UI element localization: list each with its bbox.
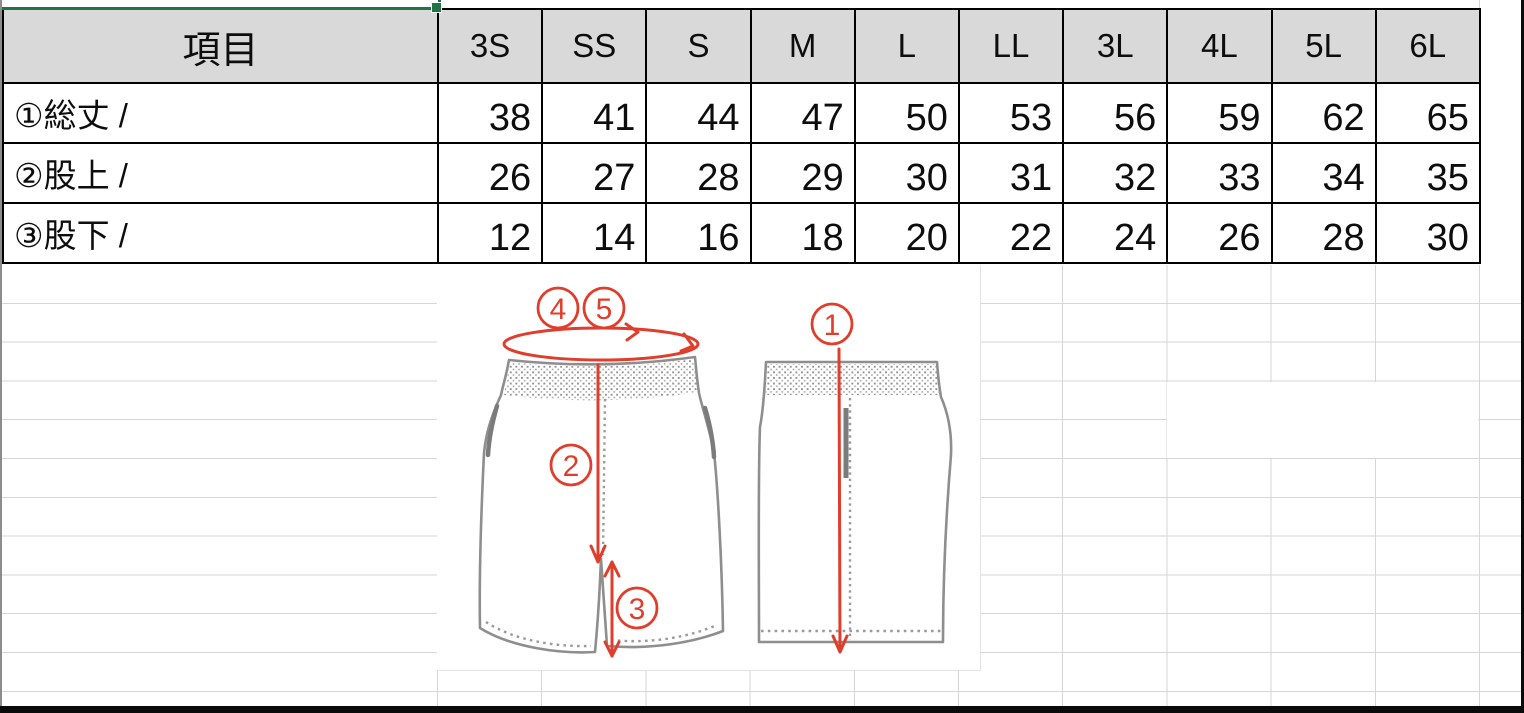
side-body-outline	[757, 360, 953, 644]
size-value-cell[interactable]: 20	[853, 202, 960, 264]
table-row-total-length: ①総丈 / 38 41 44 47 50 53 56 59 62 65	[2, 82, 1481, 144]
annotation-number-1: 1	[824, 309, 841, 342]
size-value-cell[interactable]: 62	[1270, 82, 1377, 144]
sheet-left-edge	[0, 0, 2, 713]
size-value-cell[interactable]: 41	[541, 82, 648, 144]
size-value-cell[interactable]: 34	[1270, 142, 1377, 204]
measurement-label-cell[interactable]: ③股下 /	[2, 202, 439, 264]
size-value-cell[interactable]: 30	[1374, 202, 1481, 264]
side-length-measure-arrow	[837, 347, 842, 653]
size-value-cell[interactable]: 27	[541, 142, 648, 204]
size-value-cell[interactable]: 56	[1062, 82, 1169, 144]
size-value-cell[interactable]: 24	[1062, 202, 1169, 264]
side-waistband-texture	[763, 364, 940, 395]
size-value-cell[interactable]: 33	[1166, 142, 1273, 204]
table-row-rise: ②股上 / 26 27 28 29 30 31 32 33 34 35	[2, 142, 1481, 204]
size-column-header-m[interactable]: M	[749, 8, 856, 84]
measurement-label-cell[interactable]: ①総丈 /	[2, 82, 439, 144]
waist-arrow-head-top	[624, 322, 640, 342]
size-value-cell[interactable]: 59	[1166, 82, 1273, 144]
size-column-header-4l[interactable]: 4L	[1166, 8, 1273, 84]
waist-circumference-arrow	[502, 326, 700, 362]
size-value-cell[interactable]: 50	[853, 82, 960, 144]
annotation-number-3: 3	[629, 593, 646, 626]
sheet-bottom-edge	[0, 706, 1524, 713]
table-row-inseam: ③股下 / 12 14 16 18 20 22 24 26 28 30	[2, 202, 1481, 264]
size-column-header-ll[interactable]: LL	[957, 8, 1065, 84]
size-value-cell[interactable]: 12	[436, 202, 544, 264]
size-column-header-6l[interactable]: 6L	[1374, 8, 1481, 84]
size-value-cell[interactable]: 29	[749, 142, 856, 204]
size-value-cell[interactable]: 32	[1062, 142, 1169, 204]
shorts-measurement-drawing: 4 5 2 3 1	[478, 286, 953, 658]
size-value-cell[interactable]: 38	[436, 82, 544, 144]
size-value-cell[interactable]: 18	[749, 202, 856, 264]
shorts-side-drawing	[757, 360, 953, 644]
front-body-outline	[478, 355, 725, 654]
size-column-header-3s[interactable]: 3S	[436, 8, 544, 84]
item-header-cell[interactable]: 項目	[2, 8, 439, 84]
annotation-number-4: 4	[550, 293, 567, 326]
size-table: 項目 3S SS S M L LL 3L 4L 5L 6L ①総丈 / 38 4…	[2, 8, 1481, 264]
size-diagram-image[interactable]: 4 5 2 3 1	[437, 265, 981, 671]
size-column-header-5l[interactable]: 5L	[1270, 8, 1377, 84]
size-value-cell[interactable]: 16	[645, 202, 752, 264]
measurement-label-cell[interactable]: ②股上 /	[2, 142, 439, 204]
selection-fill-handle[interactable]	[431, 2, 442, 13]
sheet-right-edge	[1521, 0, 1524, 713]
selection-box[interactable]	[0, 0, 441, 10]
size-value-cell[interactable]: 28	[645, 142, 752, 204]
size-column-header-l[interactable]: L	[853, 8, 960, 84]
size-value-cell[interactable]: 22	[957, 202, 1065, 264]
annotation-number-5: 5	[596, 293, 613, 326]
size-column-header-s[interactable]: S	[645, 8, 752, 84]
merged-empty-cells[interactable]	[1167, 382, 1478, 458]
size-column-header-ss[interactable]: SS	[541, 8, 648, 84]
size-value-cell[interactable]: 26	[436, 142, 544, 204]
size-value-cell[interactable]: 14	[541, 202, 648, 264]
size-value-cell[interactable]: 35	[1374, 142, 1481, 204]
size-column-header-3l[interactable]: 3L	[1062, 8, 1169, 84]
gridline-stub	[1479, 0, 1480, 8]
shorts-front-drawing	[478, 355, 725, 654]
size-value-cell[interactable]: 47	[749, 82, 856, 144]
size-value-cell[interactable]: 30	[853, 142, 960, 204]
size-value-cell[interactable]: 31	[957, 142, 1065, 204]
size-value-cell[interactable]: 65	[1374, 82, 1481, 144]
size-value-cell[interactable]: 26	[1166, 202, 1273, 264]
size-value-cell[interactable]: 44	[645, 82, 752, 144]
size-value-cell[interactable]: 53	[957, 82, 1065, 144]
annotation-number-2: 2	[563, 450, 580, 483]
size-value-cell[interactable]: 28	[1270, 202, 1377, 264]
